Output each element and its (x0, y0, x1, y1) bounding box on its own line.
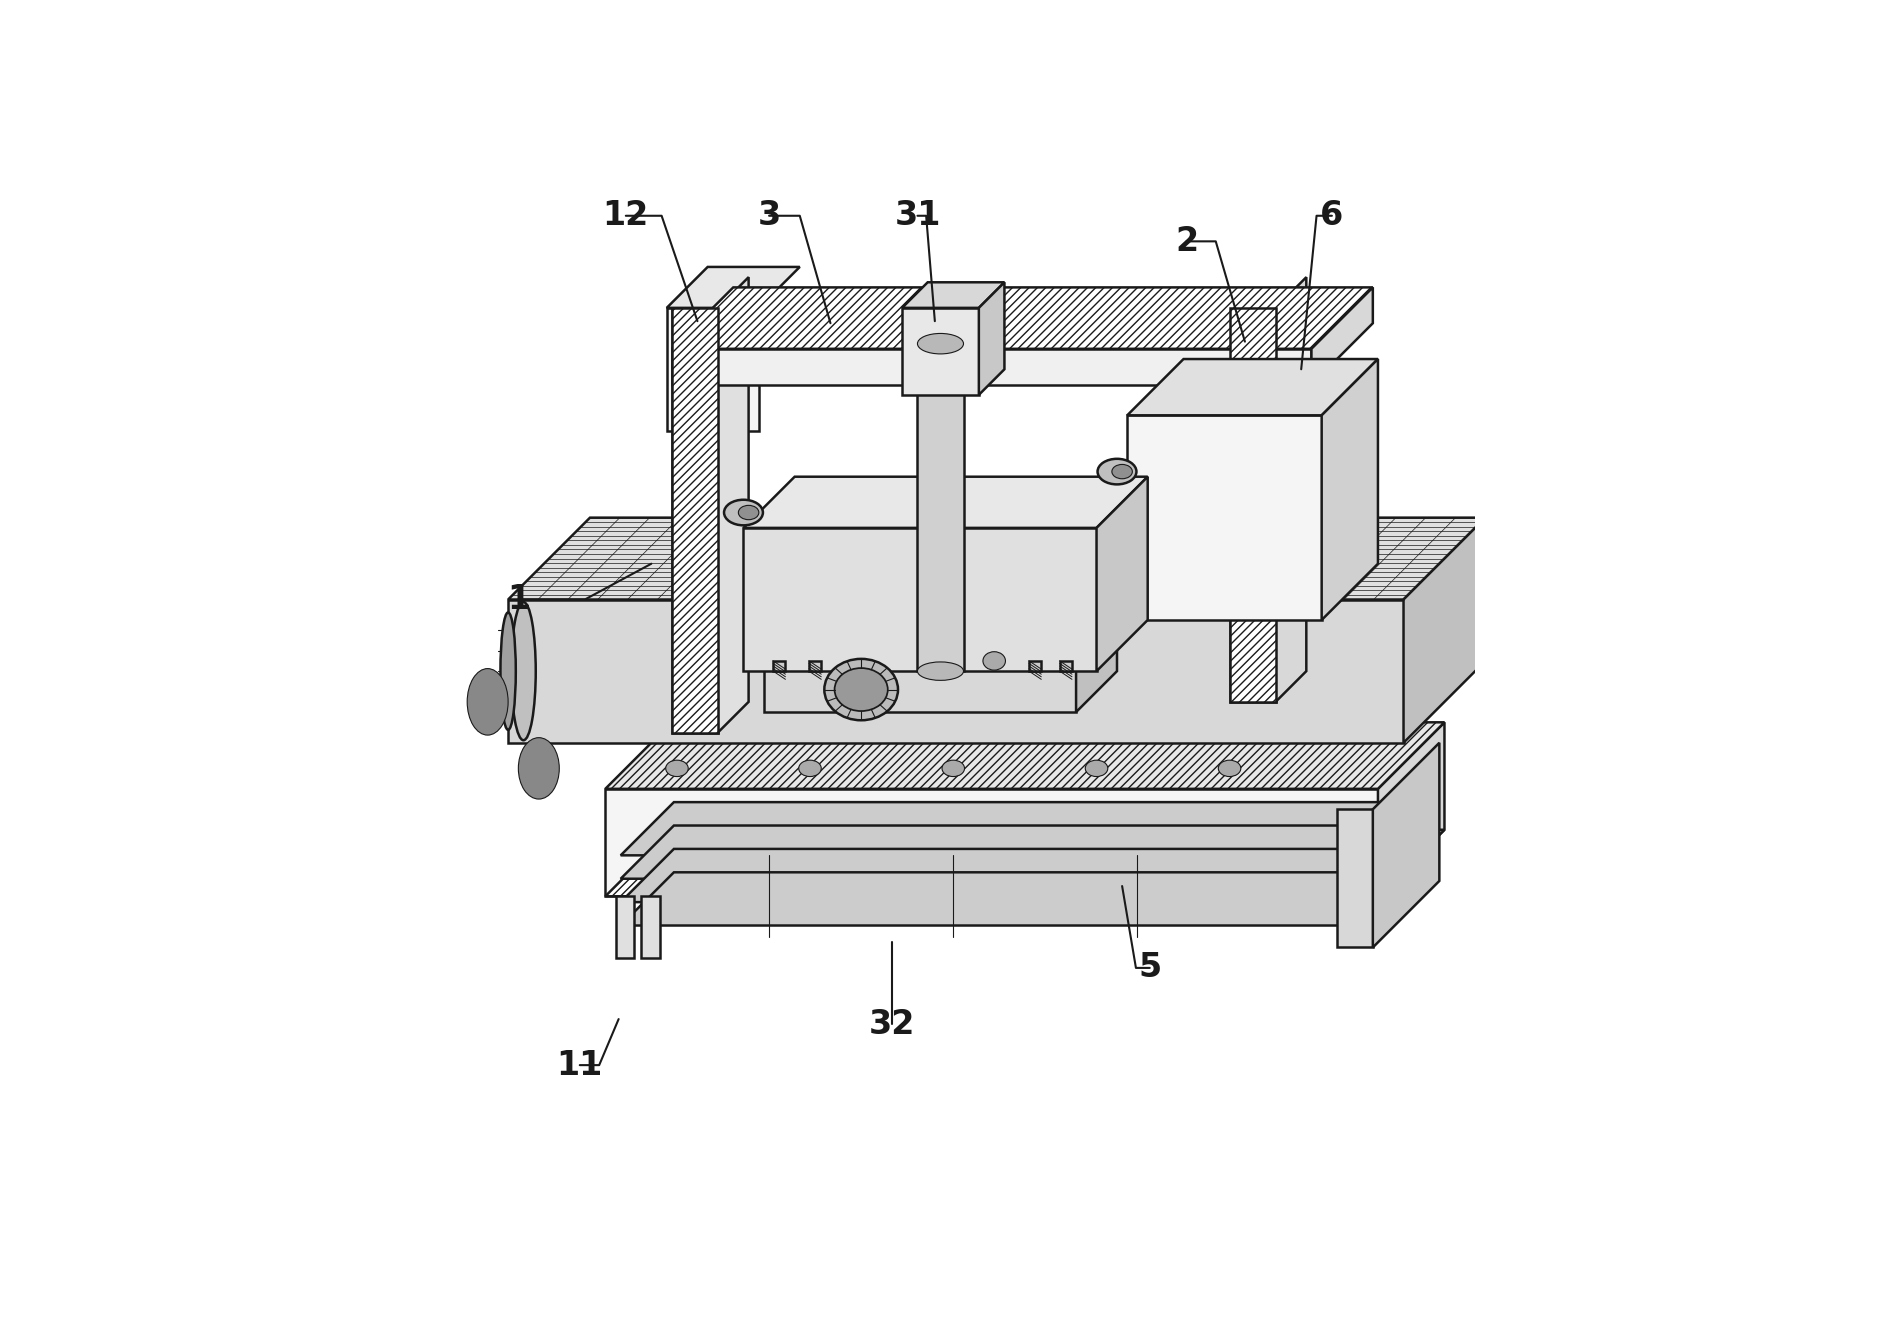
Polygon shape (1312, 287, 1372, 384)
Polygon shape (605, 789, 1378, 896)
Ellipse shape (835, 668, 887, 711)
Polygon shape (605, 829, 1444, 896)
Polygon shape (605, 723, 1444, 789)
Ellipse shape (1111, 464, 1132, 478)
Polygon shape (671, 308, 718, 732)
Ellipse shape (799, 760, 822, 776)
Ellipse shape (511, 602, 536, 740)
Ellipse shape (739, 505, 760, 520)
Polygon shape (1277, 278, 1307, 702)
Polygon shape (718, 278, 748, 732)
Polygon shape (1378, 723, 1444, 896)
Polygon shape (1337, 809, 1372, 948)
Text: 31: 31 (895, 199, 940, 233)
Polygon shape (1128, 415, 1322, 619)
Polygon shape (667, 267, 799, 308)
Polygon shape (902, 282, 1004, 308)
Polygon shape (743, 477, 1147, 528)
Polygon shape (1060, 661, 1072, 671)
Ellipse shape (942, 760, 964, 776)
Ellipse shape (519, 738, 558, 799)
Ellipse shape (917, 334, 963, 354)
Polygon shape (508, 518, 1485, 599)
Polygon shape (1372, 743, 1440, 948)
Polygon shape (620, 803, 1421, 856)
Polygon shape (808, 661, 822, 671)
Polygon shape (1028, 661, 1042, 671)
Polygon shape (667, 308, 760, 431)
Polygon shape (620, 872, 1421, 925)
Text: 3: 3 (758, 199, 780, 233)
Polygon shape (1404, 518, 1485, 743)
Polygon shape (1096, 477, 1147, 671)
Polygon shape (615, 896, 634, 958)
Polygon shape (671, 348, 1312, 384)
Polygon shape (917, 344, 963, 671)
Ellipse shape (823, 659, 899, 720)
Ellipse shape (917, 662, 963, 680)
Text: 32: 32 (869, 1007, 916, 1041)
Text: 2: 2 (1175, 225, 1198, 258)
Text: 5: 5 (1137, 952, 1162, 985)
Text: 6: 6 (1320, 199, 1344, 233)
Ellipse shape (1098, 459, 1136, 484)
Polygon shape (620, 849, 1421, 902)
Polygon shape (763, 661, 1075, 712)
Polygon shape (620, 825, 1421, 878)
Text: 11: 11 (556, 1049, 603, 1082)
Text: 1: 1 (508, 583, 530, 617)
Polygon shape (508, 599, 1404, 743)
Polygon shape (979, 282, 1004, 395)
Ellipse shape (666, 760, 688, 776)
Polygon shape (1075, 619, 1117, 712)
Text: 12: 12 (603, 199, 649, 233)
Ellipse shape (500, 613, 515, 730)
Polygon shape (902, 308, 979, 395)
Ellipse shape (1085, 760, 1107, 776)
Polygon shape (671, 287, 1372, 348)
Ellipse shape (983, 651, 1006, 670)
Polygon shape (671, 308, 718, 732)
Polygon shape (1230, 308, 1277, 702)
Polygon shape (773, 661, 786, 671)
Polygon shape (1128, 359, 1378, 415)
Ellipse shape (468, 668, 508, 735)
Ellipse shape (1218, 760, 1241, 776)
Polygon shape (1230, 308, 1277, 702)
Polygon shape (641, 896, 660, 958)
Polygon shape (743, 528, 1096, 671)
Polygon shape (1322, 359, 1378, 619)
Ellipse shape (724, 500, 763, 525)
